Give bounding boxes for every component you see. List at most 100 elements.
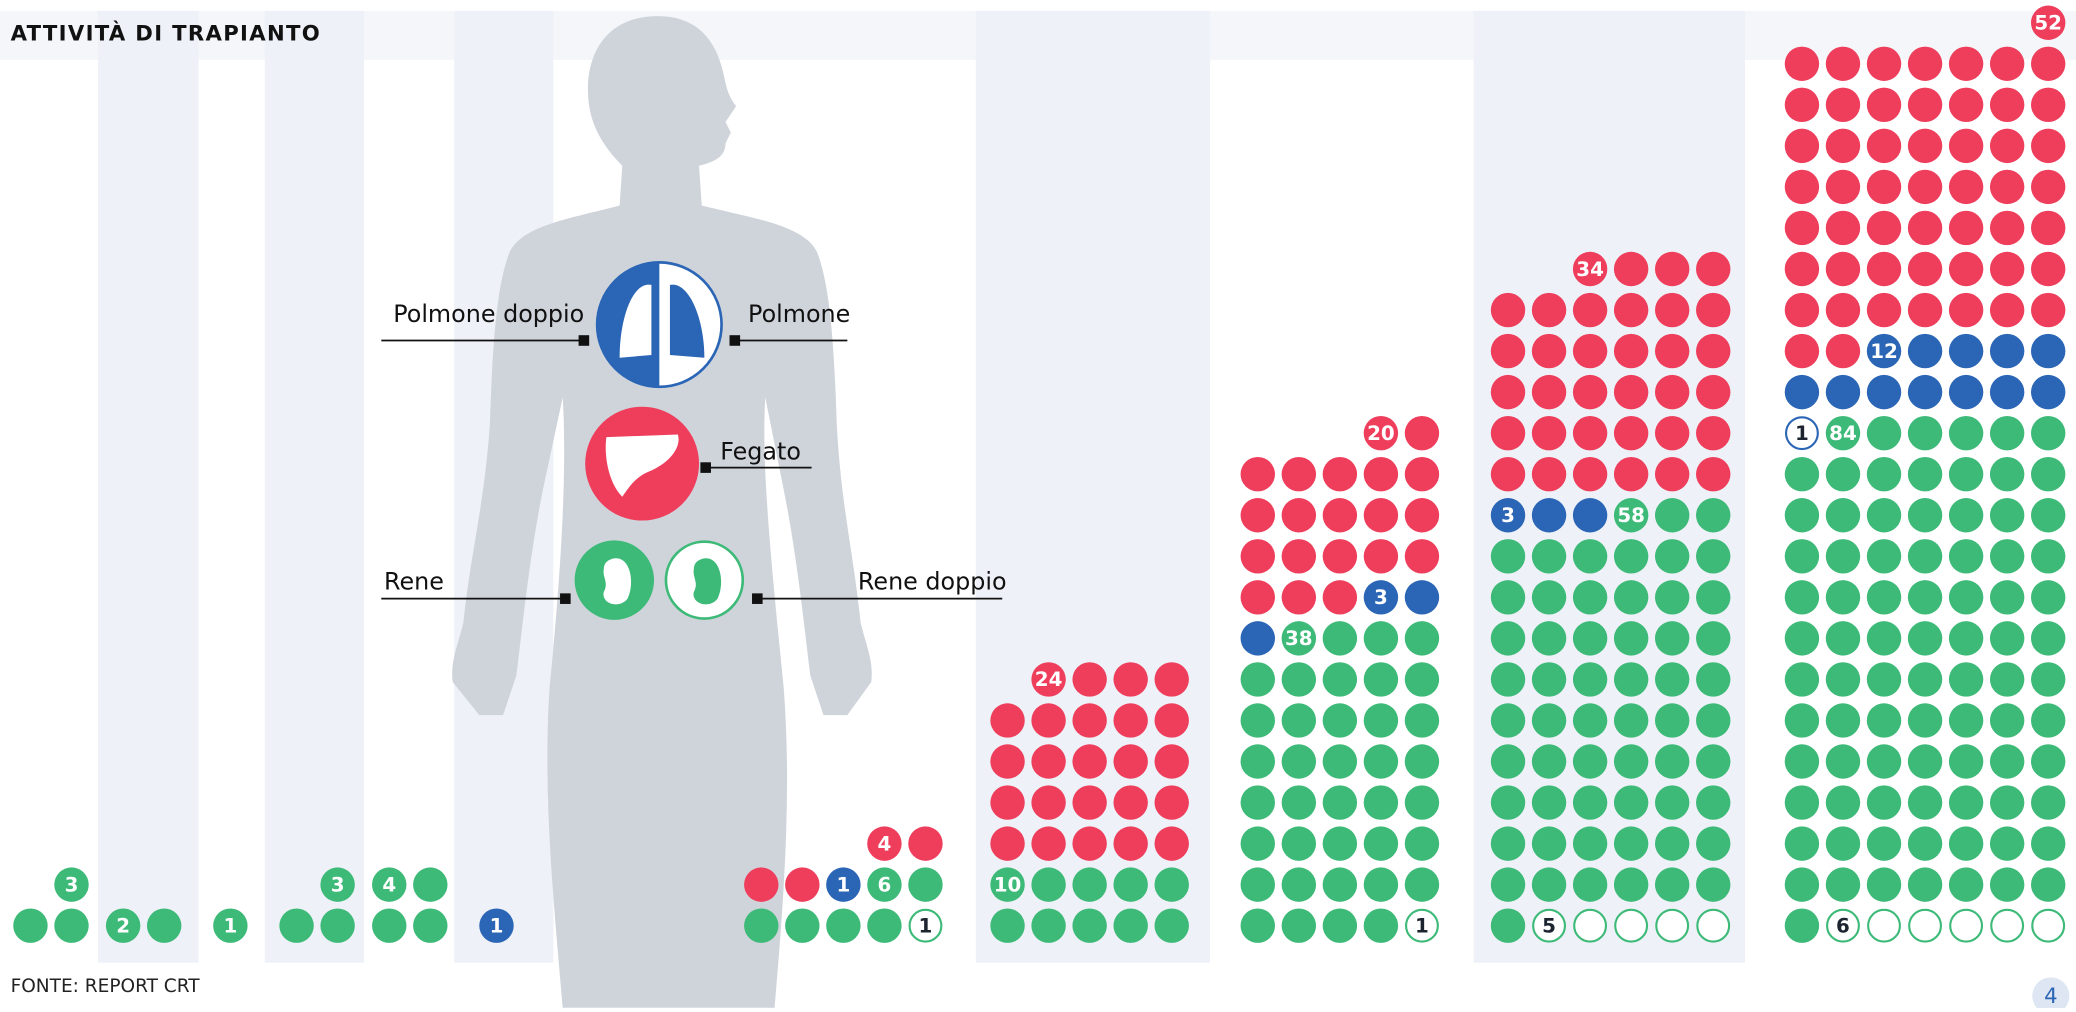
dot [1784,621,1820,656]
dot [1363,539,1399,574]
dot [1989,251,2025,287]
dot [1572,292,1608,328]
dot [320,867,355,902]
dot [1907,621,1943,656]
dot-label: 6 [878,873,892,896]
dot [1696,539,1731,574]
dot [1784,744,1820,779]
dot [1154,867,1189,902]
dot [1240,744,1275,779]
dot [2030,456,2066,492]
dot [1696,908,1731,943]
dot [1907,46,1943,81]
dot [1490,662,1526,697]
dot [1784,169,1820,205]
dot-label: 3 [331,873,345,896]
dot [1866,292,1902,328]
dot [1531,498,1567,533]
dot [908,826,943,861]
dot [1825,333,1861,369]
dot-label: 34 [1576,258,1604,281]
dot [1572,580,1608,615]
dot [1784,333,1820,369]
dot [413,908,448,943]
dot [1072,785,1107,820]
dot [1613,333,1649,369]
dot [1696,415,1731,451]
dot [1240,826,1275,861]
dot [1322,785,1358,820]
dot [1948,374,1984,410]
dot [1784,416,1819,451]
dot [1654,292,1690,328]
dot [1989,169,2025,205]
dot-column: 4 [372,867,448,943]
dot [1613,744,1649,779]
dot [1404,415,1440,451]
dot [2030,580,2066,615]
dot [1072,662,1107,697]
dot [1240,785,1275,820]
dot [2030,415,2066,451]
dot [1866,867,1902,902]
dot [785,867,820,902]
dot [1654,539,1690,574]
legend-label: Polmone [748,300,850,328]
dot [1322,908,1358,943]
dot [1784,210,1820,246]
dot [1532,908,1567,943]
dot [1654,826,1690,861]
dot [1867,908,1901,943]
dot [1866,456,1902,492]
dot [1948,785,1984,820]
dot [279,908,314,943]
dot-label: 4 [382,873,396,896]
dot [105,908,141,943]
dot-column: 3 [13,867,89,943]
dot-column: 1 [213,908,248,943]
dot [867,867,902,902]
dot [13,908,48,943]
dot [1113,662,1148,697]
dot [1531,456,1567,492]
dot [1948,251,1984,287]
dot [1907,662,1943,697]
dot [1531,703,1567,738]
dot [1989,333,2025,369]
dot [1490,415,1526,451]
dot [1784,46,1820,81]
dot [1281,785,1317,820]
dot [1866,662,1902,697]
dot [1949,908,1984,943]
dot-label: 1 [919,915,933,938]
dot [1613,580,1649,615]
dot [1363,744,1399,779]
dot-label: 4 [878,832,892,855]
dot [1989,374,2025,410]
dot-column: 5 58 3 34 [1490,251,1731,943]
dot [1363,456,1399,492]
page-badge [2032,977,2070,1012]
dot [1072,867,1107,902]
dot [320,908,355,943]
dot [1490,785,1526,820]
dot [1907,374,1943,410]
dot [1866,251,1902,287]
dot [1031,662,1066,697]
dot-label: 12 [1870,340,1898,363]
dot [1907,539,1943,574]
dot [1866,87,1902,123]
dot [1154,785,1189,820]
dot [1113,908,1148,943]
dot [1654,374,1690,410]
dot [1281,703,1317,738]
dot [1490,867,1526,902]
dot [785,908,820,943]
dot [1948,292,1984,328]
dot [1240,867,1275,902]
dot [1654,456,1690,492]
dot [372,867,407,902]
dot [908,867,943,902]
dot [1948,703,1984,738]
dot-label: 52 [2034,12,2062,35]
